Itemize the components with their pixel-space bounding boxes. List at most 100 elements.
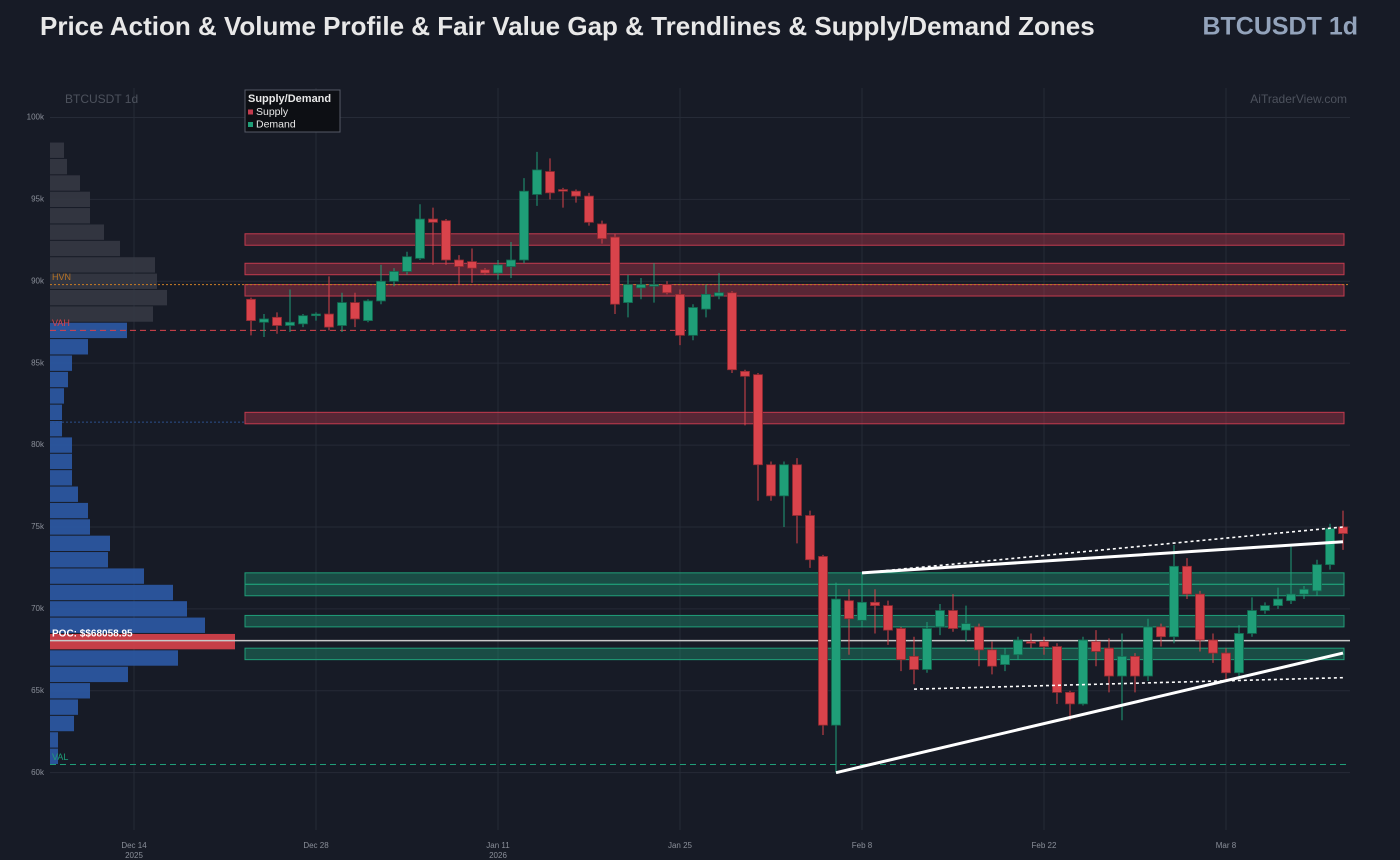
hvn-line-label: HVN: [52, 272, 71, 282]
volume-bar: [50, 306, 153, 322]
volume-bar: [50, 208, 90, 224]
y-tick-label: 90k: [31, 276, 45, 285]
candle-body: [792, 464, 802, 516]
candle-body: [896, 628, 906, 661]
y-tick-label: 80k: [31, 440, 45, 449]
volume-bar: [50, 158, 67, 175]
candle-body: [1065, 692, 1075, 705]
candle-body: [1234, 633, 1244, 674]
trendline: [861, 540, 1344, 575]
volume-bar: [50, 339, 88, 355]
candle-body: [298, 315, 308, 325]
candle-body: [688, 307, 698, 336]
candle-body: [324, 313, 334, 328]
volume-bar: [50, 470, 72, 486]
candle-body: [363, 300, 373, 321]
watermark: AiTraderView.com: [1250, 92, 1347, 106]
candle-body: [1000, 654, 1010, 665]
candle-body: [1195, 593, 1205, 641]
volume-bar: [50, 388, 64, 404]
volume-bar: [50, 224, 104, 240]
x-tick-label: Feb 8: [852, 841, 873, 850]
legend-title: Supply/Demand: [248, 93, 331, 105]
zone: [244, 647, 1345, 661]
candle-body: [1299, 588, 1309, 595]
candle-body: [545, 171, 555, 194]
candle-body: [1052, 646, 1062, 693]
poc-line-label: POC: $$68058.95: [52, 628, 133, 639]
candle-body: [1338, 526, 1348, 534]
candle-body: [1156, 626, 1166, 638]
y-tick-label: 65k: [31, 686, 45, 695]
candle-body: [350, 302, 360, 320]
candle-body: [532, 169, 542, 195]
volume-bar: [50, 421, 62, 437]
volume-bar: [50, 617, 205, 633]
volume-bar: [50, 257, 155, 273]
val-line-label: VAL: [52, 752, 68, 762]
vah-line-label: VAH: [52, 318, 70, 328]
volume-bar: [50, 322, 127, 339]
legend-label: Demand: [256, 118, 296, 130]
x-year-label: 2025: [125, 851, 143, 860]
zone: [244, 262, 1345, 276]
candle-body: [974, 626, 984, 651]
candle-body: [480, 269, 490, 274]
candle-body: [857, 601, 867, 621]
volume-bar: [50, 486, 78, 502]
volume-bar: [50, 240, 120, 257]
candle-body: [571, 190, 581, 197]
legend-swatch: [248, 109, 253, 115]
candle-body: [935, 610, 945, 628]
candle-body: [831, 598, 841, 726]
candle-body: [402, 256, 412, 272]
candle-body: [558, 189, 568, 192]
volume-bar: [50, 289, 167, 306]
volume-bar: [50, 650, 178, 666]
watermark: BTCUSDT 1d: [65, 92, 138, 106]
candle-body: [389, 271, 399, 282]
candle-body: [883, 605, 893, 631]
candle-body: [727, 292, 737, 371]
candle-body: [675, 293, 685, 336]
legend-label: Supply: [256, 106, 289, 118]
candle-body: [1247, 610, 1257, 634]
legend-box: [244, 89, 341, 133]
candle-body: [948, 610, 958, 629]
candle-body: [285, 321, 295, 326]
candle-body: [246, 298, 256, 321]
candle-body: [1286, 593, 1296, 602]
volume-bar: [50, 601, 187, 617]
y-tick-label: 100k: [27, 113, 45, 122]
candle-body: [415, 218, 425, 259]
candle-body: [818, 556, 828, 726]
volume-bar: [50, 633, 235, 650]
candle-body: [311, 313, 321, 317]
zone: [244, 583, 1345, 597]
candle-body: [610, 236, 620, 305]
candle-body: [454, 259, 464, 267]
x-tick-label: Dec 14: [121, 841, 147, 850]
candle-body: [662, 284, 672, 294]
y-tick-label: 95k: [31, 194, 45, 203]
volume-bar: [50, 502, 88, 519]
x-tick-label: Mar 8: [1216, 841, 1237, 850]
candle-body: [805, 515, 815, 561]
candle-body: [961, 623, 971, 631]
candle-body: [753, 374, 763, 466]
zone: [244, 284, 1345, 297]
candle-body: [1143, 626, 1153, 677]
volume-bar: [50, 666, 128, 683]
candle-body: [1182, 565, 1192, 595]
candle-body: [467, 261, 477, 269]
volume-bar: [50, 732, 58, 748]
volume-bar: [50, 568, 144, 584]
trendline: [835, 651, 1344, 775]
candle-body: [987, 649, 997, 667]
candle-body: [1026, 641, 1036, 644]
candle-body: [597, 223, 607, 240]
candle-body: [1273, 598, 1283, 606]
